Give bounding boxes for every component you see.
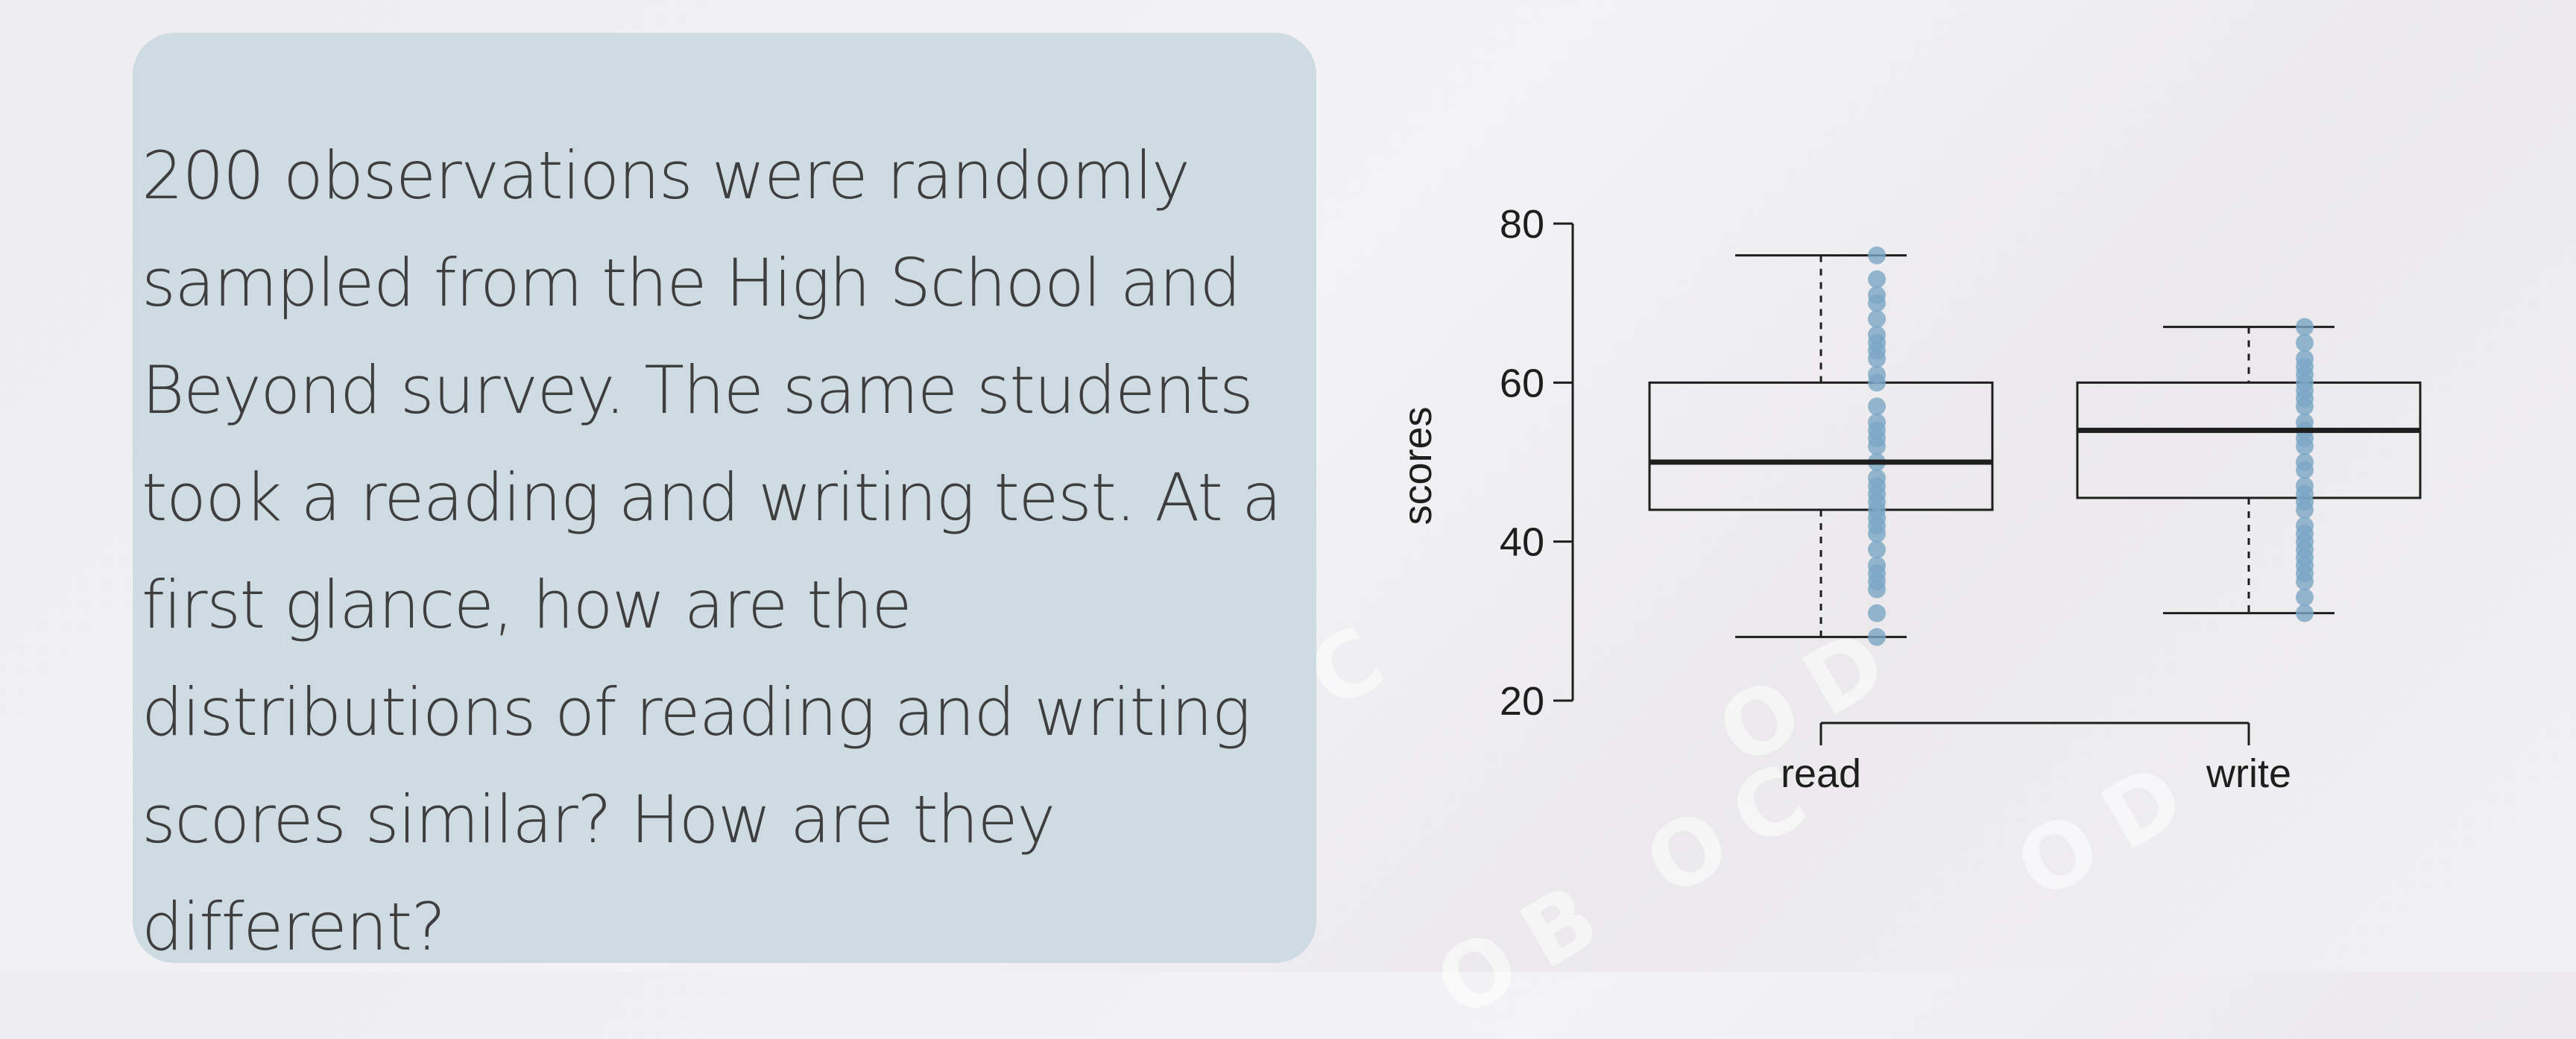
data-point-read bbox=[1868, 556, 1886, 575]
data-point-write bbox=[2296, 413, 2314, 432]
data-point-write bbox=[2296, 517, 2314, 535]
data-point-read bbox=[1868, 540, 1886, 559]
data-point-write bbox=[2296, 318, 2314, 336]
data-point-read bbox=[1868, 628, 1886, 646]
y-tick-label-80: 80 bbox=[1500, 202, 1544, 247]
y-axis-label: scores bbox=[1395, 406, 1440, 525]
data-point-read bbox=[1868, 270, 1886, 288]
data-point-read bbox=[1868, 286, 1886, 304]
data-point-read bbox=[1868, 365, 1886, 384]
data-point-write bbox=[2296, 477, 2314, 495]
data-point-read bbox=[1868, 246, 1886, 265]
boxplot-read bbox=[1648, 246, 1994, 646]
data-point-read bbox=[1868, 310, 1886, 328]
y-tick-label-60: 60 bbox=[1500, 361, 1544, 405]
data-point-write bbox=[2296, 604, 2314, 622]
data-point-read bbox=[1868, 326, 1886, 344]
y-axis: 20 40 60 80 bbox=[1500, 202, 1574, 724]
x-tick-label-read: read bbox=[1781, 751, 1861, 796]
data-point-read bbox=[1868, 413, 1886, 432]
y-tick-label-20: 20 bbox=[1500, 679, 1544, 724]
data-point-write bbox=[2296, 453, 2314, 471]
boxplot-chart: 20 40 60 80 read write scores bbox=[1357, 142, 2475, 857]
y-tick-label-40: 40 bbox=[1500, 520, 1544, 565]
boxplot-svg: 20 40 60 80 read write scores bbox=[1395, 202, 2422, 796]
data-point-read bbox=[1868, 469, 1886, 487]
data-point-read bbox=[1868, 397, 1886, 416]
data-point-read bbox=[1868, 604, 1886, 622]
iqr-box-write bbox=[2076, 381, 2422, 499]
x-axis: read write bbox=[1781, 721, 2291, 796]
data-point-write bbox=[2296, 588, 2314, 607]
question-box: 200 observations were randomly sampled f… bbox=[133, 33, 1316, 965]
question-text: 200 observations were randomly sampled f… bbox=[142, 137, 1282, 965]
data-point-write bbox=[2296, 350, 2314, 368]
boxplot-write bbox=[2076, 318, 2422, 622]
boxplots bbox=[1648, 246, 2422, 646]
data-point-write bbox=[2296, 334, 2314, 352]
iqr-box-read bbox=[1648, 381, 1994, 511]
x-tick-label-write: write bbox=[2206, 751, 2291, 796]
